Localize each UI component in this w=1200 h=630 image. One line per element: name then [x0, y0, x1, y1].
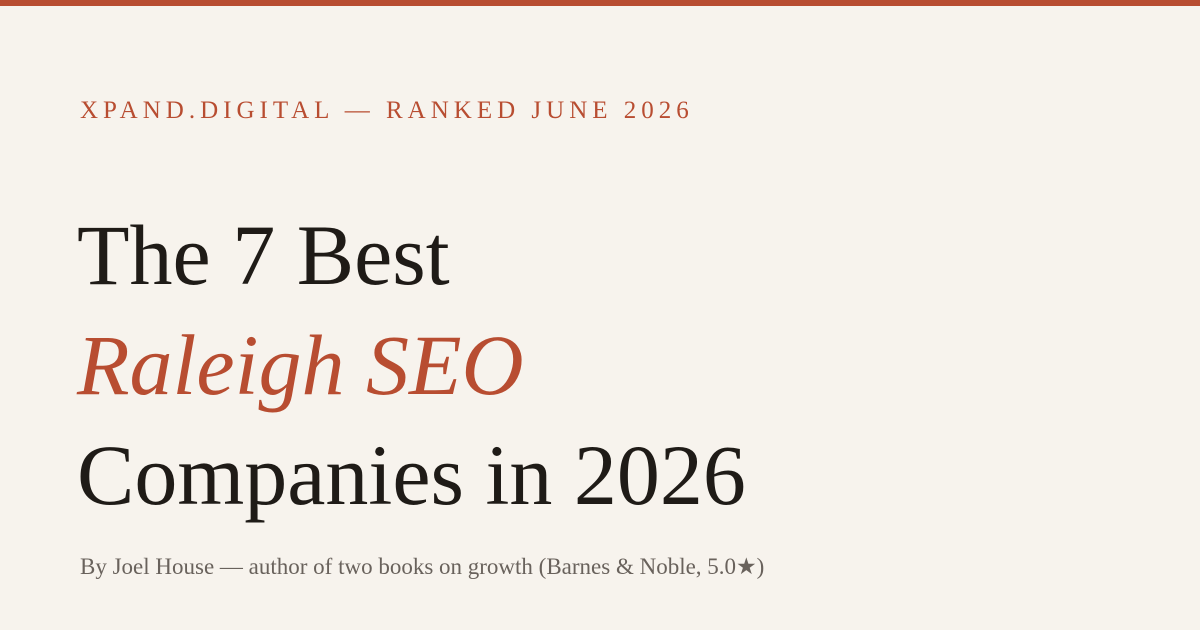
author-byline: By Joel House — author of two books on g… [80, 554, 765, 579]
eyebrow-label: XPAND.DIGITAL — RANKED JUNE 2026 [80, 97, 694, 124]
page-title: The 7 Best Raleigh SEO Companies in 2026 [77, 200, 746, 530]
title-line-1: The 7 Best [77, 207, 450, 303]
top-accent-bar [0, 0, 1200, 6]
title-line-3: Companies in 2026 [77, 427, 746, 523]
title-line-2-accent: Raleigh SEO [77, 317, 524, 413]
